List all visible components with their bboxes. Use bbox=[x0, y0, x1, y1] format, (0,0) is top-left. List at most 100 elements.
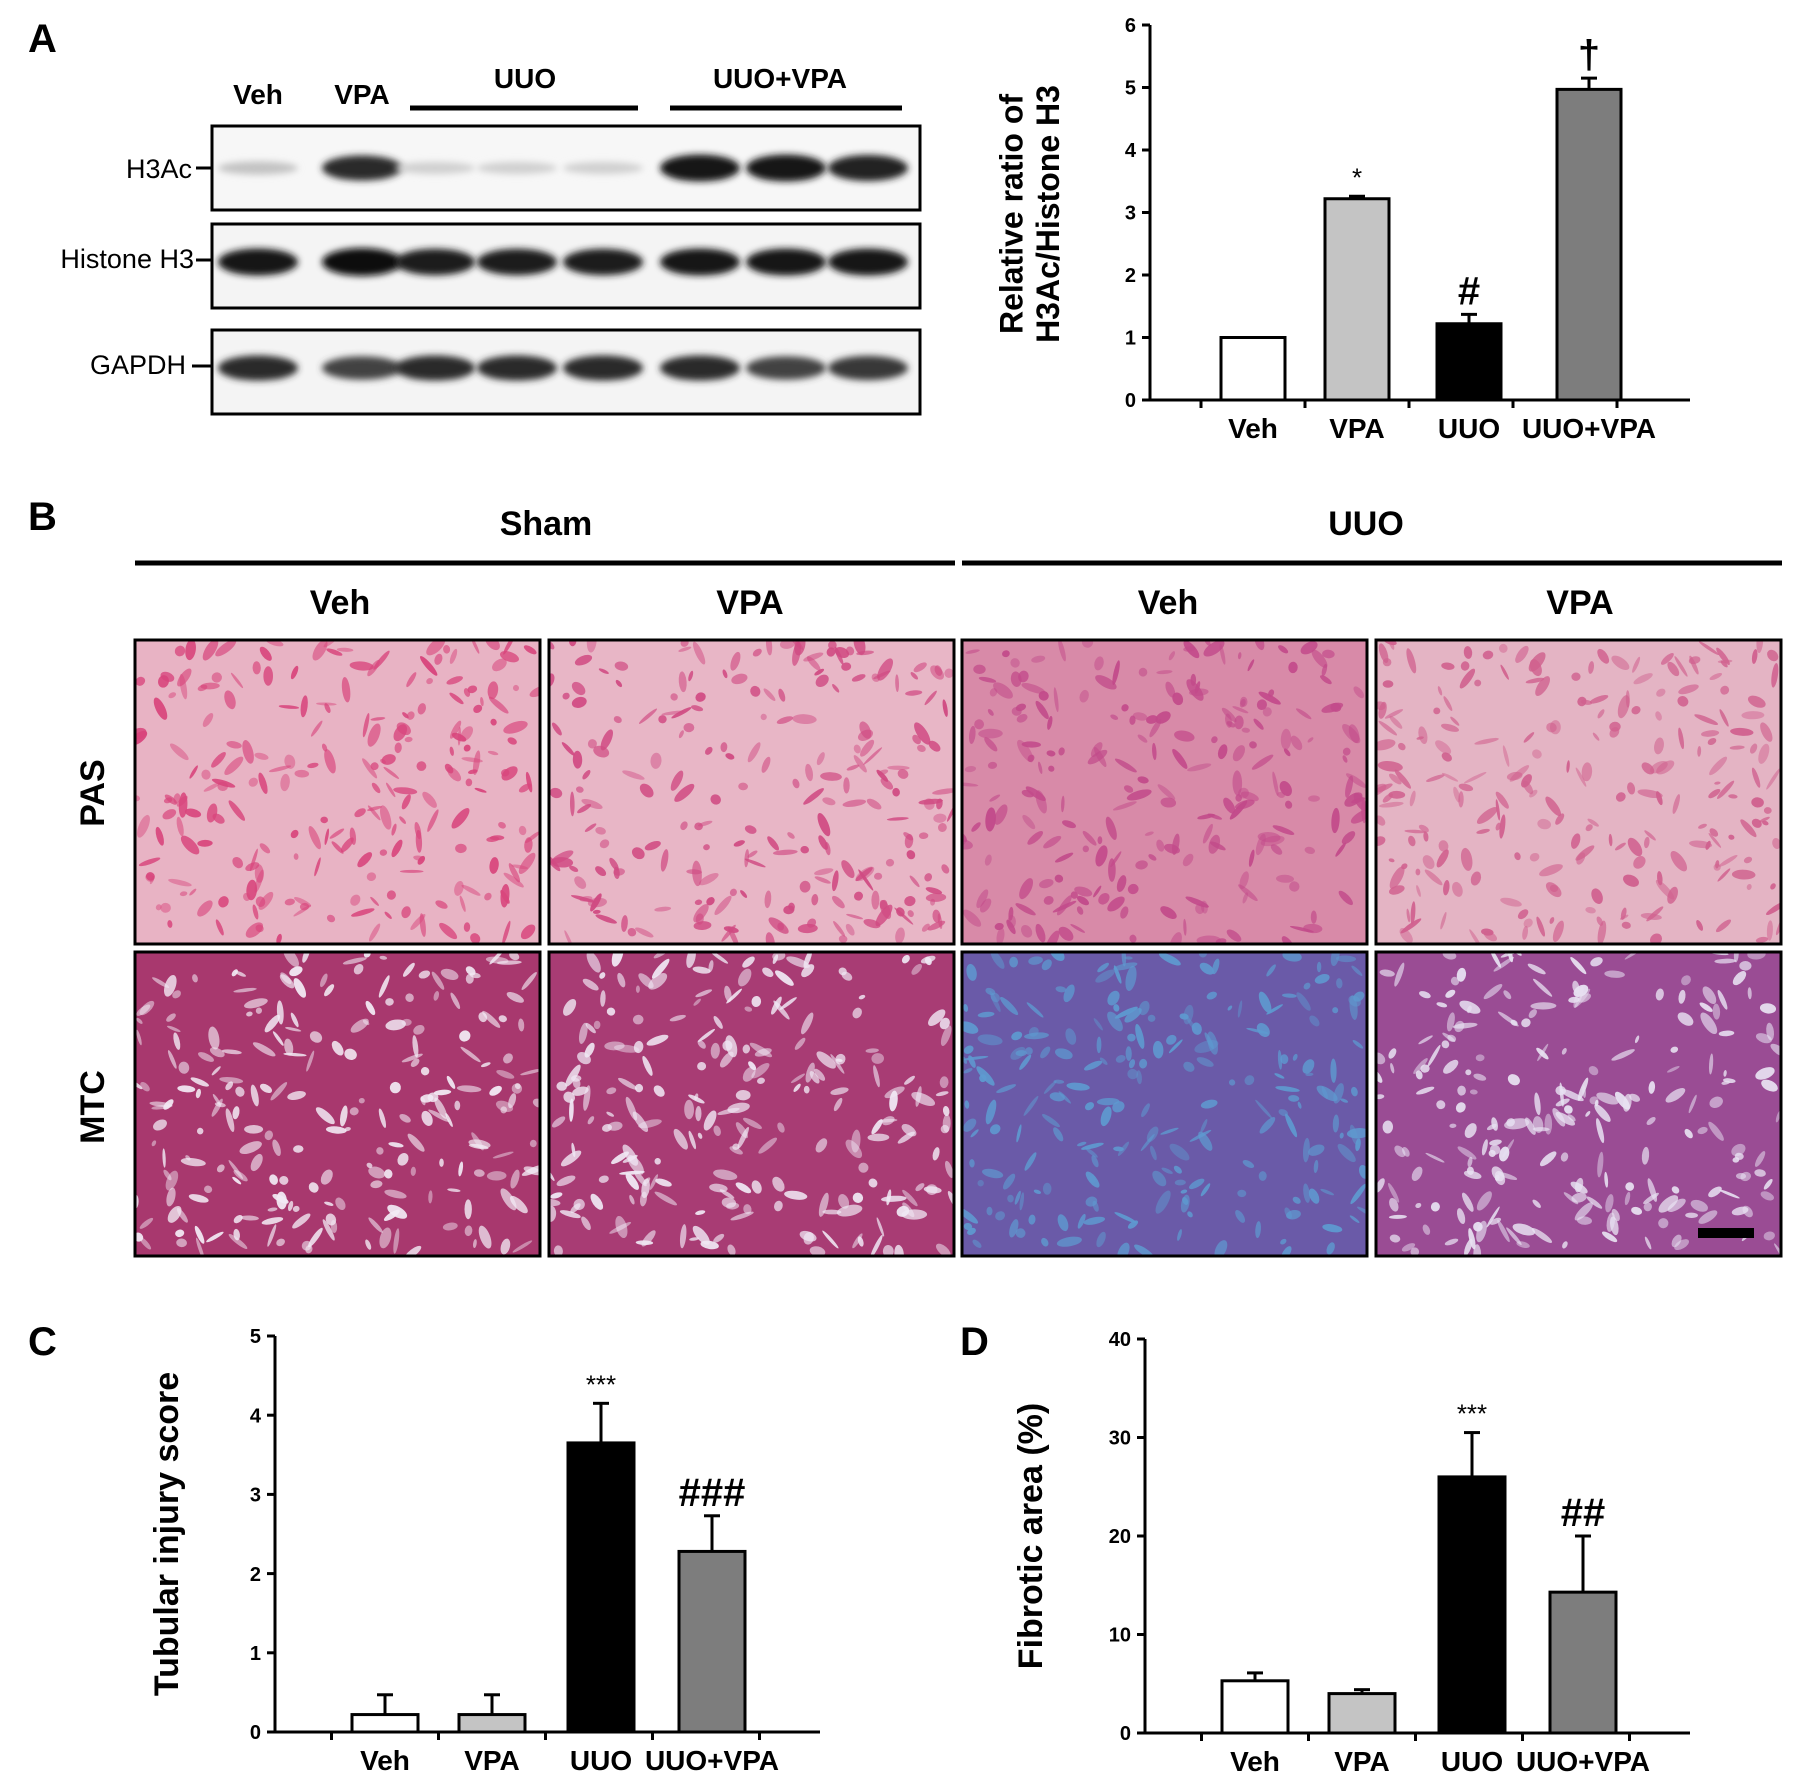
treatment-label-uuo-veh: Veh bbox=[1138, 584, 1198, 622]
panel-b-histology: B Sham UUO Veh VPA Veh VPA PAS MTC bbox=[28, 495, 1783, 1258]
chart-c-category-label-uuo-vpa: UUO+VPA bbox=[645, 1745, 779, 1776]
blot-protein-label-gapdh: GAPDH bbox=[90, 350, 186, 380]
chart-c-ytick-label-0: 0 bbox=[250, 1722, 261, 1744]
blot-band-histone-h3-lane-3 bbox=[395, 248, 475, 276]
blot-band-histone-h3-lane-4 bbox=[477, 248, 557, 276]
blot-band-gapdh-lane-4 bbox=[477, 355, 557, 381]
chart-d-bar-uuo bbox=[1437, 1475, 1507, 1735]
scale-bar bbox=[1698, 1228, 1754, 1238]
chart-d-category-label-uuo-vpa: UUO+VPA bbox=[1516, 1746, 1650, 1777]
blot-protein-label-h3ac: H3Ac bbox=[126, 154, 192, 184]
chart-a-category-label-uuo: UUO bbox=[1438, 413, 1500, 444]
blot-band-gapdh-lane-1 bbox=[218, 355, 298, 381]
panel-a-label: A bbox=[28, 17, 57, 61]
chart-d-ytick-label-40: 40 bbox=[1109, 1329, 1131, 1351]
chart-c-ytick-label-4: 4 bbox=[250, 1405, 262, 1427]
chart-d-bar-veh bbox=[1220, 1679, 1290, 1735]
micrograph-mtc-uuo-veh bbox=[960, 950, 1369, 1258]
chart-a-significance-vpa: * bbox=[1352, 162, 1362, 192]
chart-d-ytick-label-0: 0 bbox=[1120, 1723, 1131, 1745]
panel-a-chart: 0 1 2 3 4 5 6 Veh * VPA # UUO † UUO+VPA Relative ratio… bbox=[993, 15, 1690, 444]
blot-group-label-vpa: VPA bbox=[334, 79, 390, 110]
stain-label-mtc: MTC bbox=[74, 1070, 112, 1144]
chart-c-bar-veh bbox=[350, 1713, 420, 1734]
micrograph-grid bbox=[133, 638, 1783, 1258]
blot-group-label-uuo-vpa: UUO+VPA bbox=[713, 63, 847, 94]
chart-a-category-label-vpa: VPA bbox=[1329, 413, 1385, 444]
chart-d-category-label-vpa: VPA bbox=[1334, 1746, 1390, 1777]
blot-protein-label-histone-h3: Histone H3 bbox=[60, 244, 194, 274]
blot-band-h3ac-lane-8 bbox=[828, 154, 908, 182]
chart-c-significance-uuo: *** bbox=[586, 1369, 616, 1399]
chart-a-category-label-uuo-vpa: UUO+VPA bbox=[1522, 413, 1656, 444]
micrograph-pas-uuo-vpa bbox=[1374, 638, 1783, 946]
chart-a-bar-vpa bbox=[1323, 197, 1391, 402]
chart-a-significance-uuo-vpa: † bbox=[1578, 33, 1600, 77]
chart-a-ytick-label-6: 6 bbox=[1125, 15, 1136, 37]
blot-band-gapdh-lane-3 bbox=[395, 355, 475, 381]
blot-band-gapdh-lane-2 bbox=[322, 356, 402, 380]
stain-label-pas: PAS bbox=[74, 759, 112, 826]
micrograph-pas-uuo-veh bbox=[960, 638, 1369, 946]
chart-a-ytick-label-2: 2 bbox=[1125, 265, 1136, 287]
blot-band-h3ac-lane-4 bbox=[477, 161, 557, 175]
blot-band-gapdh-lane-8 bbox=[828, 355, 908, 381]
chart-a-significance-uuo: # bbox=[1458, 269, 1480, 313]
condition-label-sham: Sham bbox=[500, 505, 593, 543]
blot-band-h3ac-lane-6 bbox=[660, 154, 740, 182]
blot-band-histone-h3-lane-5 bbox=[563, 248, 643, 276]
treatment-label-sham-veh: Veh bbox=[310, 584, 370, 622]
chart-c-ytick-label-1: 1 bbox=[250, 1643, 261, 1665]
chart-c-ytick-label-3: 3 bbox=[250, 1485, 261, 1507]
chart-d-significance-uuo: *** bbox=[1457, 1399, 1487, 1429]
blot-band-histone-h3-lane-8 bbox=[828, 248, 908, 276]
micrograph-mtc-sham-vpa bbox=[547, 950, 956, 1258]
blot-band-gapdh-lane-7 bbox=[746, 356, 826, 380]
chart-a-ytick-label-3: 3 bbox=[1125, 203, 1136, 225]
micrograph-pas-sham-veh bbox=[133, 638, 542, 946]
chart-d-category-label-veh: Veh bbox=[1230, 1746, 1280, 1777]
micrograph-mtc-sham-veh bbox=[133, 950, 542, 1258]
chart-c-ylabel: Tubular injury score bbox=[148, 1372, 186, 1696]
blot-band-h3ac-lane-3 bbox=[395, 161, 475, 175]
blot-band-h3ac-lane-2 bbox=[322, 155, 402, 181]
chart-c-category-label-veh: Veh bbox=[360, 1745, 410, 1776]
panel-c-label: C bbox=[28, 1320, 57, 1364]
chart-d-ytick-label-10: 10 bbox=[1109, 1625, 1131, 1647]
blot-group-label-veh: Veh bbox=[233, 79, 283, 110]
chart-a-bar-uuo-vpa bbox=[1555, 87, 1623, 402]
chart-c-bar-uuo-vpa bbox=[677, 1549, 747, 1734]
blot-band-histone-h3-lane-7 bbox=[746, 248, 826, 276]
chart-a-bar-veh bbox=[1219, 336, 1287, 402]
chart-d-bar-uuo-vpa bbox=[1548, 1590, 1618, 1735]
chart-a-ytick-label-0: 0 bbox=[1125, 390, 1136, 412]
chart-c-category-label-vpa: VPA bbox=[464, 1745, 520, 1776]
chart-d-bar-vpa bbox=[1327, 1692, 1397, 1735]
chart-a-ytick-label-5: 5 bbox=[1125, 78, 1136, 100]
chart-c-bar-uuo bbox=[566, 1441, 636, 1734]
treatment-label-uuo-vpa: VPA bbox=[1546, 584, 1613, 622]
treatment-label-sham-vpa: VPA bbox=[716, 584, 783, 622]
blot-band-gapdh-lane-5 bbox=[563, 355, 643, 381]
blot-band-gapdh-lane-6 bbox=[660, 355, 740, 381]
chart-a-ytick-label-4: 4 bbox=[1125, 140, 1137, 162]
chart-a-ylabel: Relative ratio ofH3Ac/Histone H3 bbox=[993, 85, 1066, 343]
chart-d-ytick-label-20: 20 bbox=[1109, 1526, 1131, 1548]
blot-band-h3ac-lane-1 bbox=[218, 161, 298, 175]
chart-d-ytick-label-30: 30 bbox=[1109, 1428, 1131, 1450]
chart-a-category-label-veh: Veh bbox=[1228, 413, 1278, 444]
chart-c-ytick-label-2: 2 bbox=[250, 1564, 261, 1586]
micrograph-pas-sham-vpa bbox=[547, 638, 956, 946]
condition-label-uuo: UUO bbox=[1328, 505, 1404, 543]
chart-d-category-label-uuo: UUO bbox=[1441, 1746, 1503, 1777]
blot-group-label-uuo: UUO bbox=[494, 63, 556, 94]
blot-band-histone-h3-lane-1 bbox=[218, 248, 298, 276]
blot-band-histone-h3-lane-2 bbox=[322, 248, 402, 276]
chart-d-significance-uuo-vpa: ## bbox=[1561, 1491, 1606, 1535]
blot-band-histone-h3-lane-6 bbox=[660, 248, 740, 276]
panel-a-blot: A Veh VPA UUO UUO+VPA H3Ac Histone H3 GA… bbox=[28, 17, 922, 416]
chart-a-ytick-label-1: 1 bbox=[1125, 328, 1136, 350]
chart-c-ytick-label-5: 5 bbox=[250, 1326, 261, 1348]
panel-b-label: B bbox=[28, 495, 57, 539]
